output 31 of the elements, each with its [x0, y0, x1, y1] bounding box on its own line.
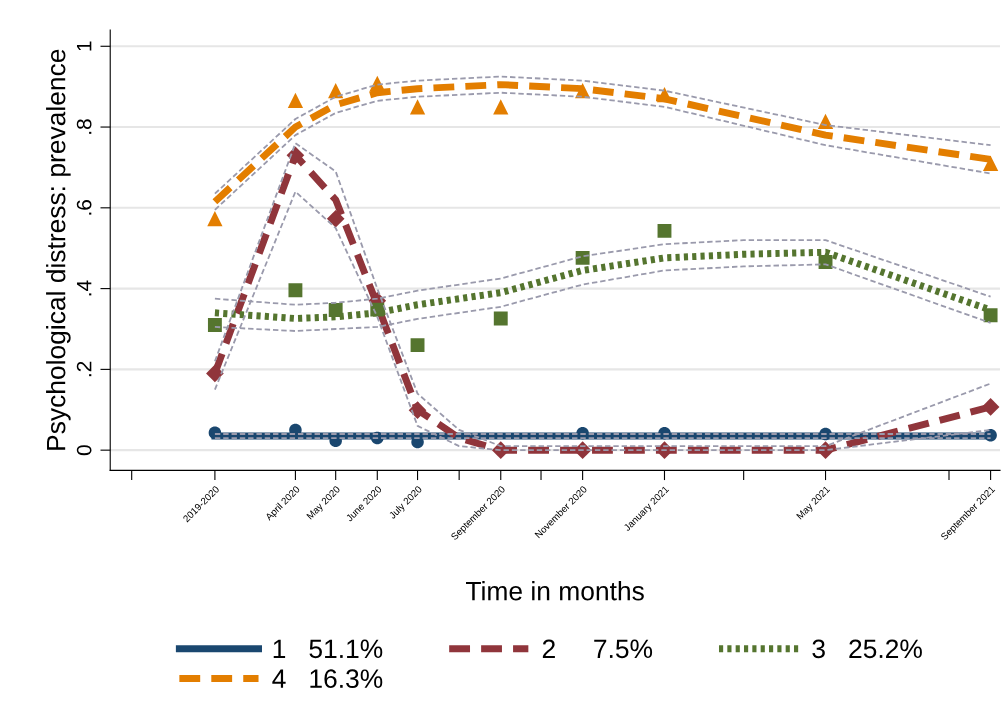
y-tick-label: 0	[76, 445, 92, 456]
point	[326, 209, 345, 228]
y-tick-label: .8	[76, 119, 92, 134]
point	[207, 211, 223, 227]
y-tick-label: .6	[76, 200, 92, 215]
point	[493, 99, 509, 115]
y-axis-title: Psychological distress: prevalence	[46, 49, 71, 450]
legend-label: 2 7.5%	[542, 639, 653, 659]
point	[983, 308, 998, 323]
point	[575, 250, 590, 265]
y-tick-label: 1	[76, 41, 92, 51]
legend-label: 1 51.1%	[273, 639, 383, 659]
legend-label: 4 16.3%	[272, 669, 383, 689]
legend-label: 3 25.2%	[812, 639, 922, 659]
point	[410, 338, 425, 353]
point	[982, 155, 999, 172]
point	[328, 303, 343, 317]
point	[287, 92, 304, 109]
y-tick-label: .4	[76, 280, 92, 296]
point	[370, 302, 385, 317]
point	[981, 398, 1000, 416]
point	[288, 283, 303, 298]
x-axis-title: Time in months	[466, 581, 644, 601]
point	[369, 75, 385, 92]
point	[408, 401, 427, 420]
point	[493, 311, 508, 326]
point	[207, 318, 222, 332]
y-tick-label: .2	[76, 361, 92, 377]
point	[657, 223, 672, 238]
point	[206, 364, 224, 383]
point	[409, 99, 426, 115]
